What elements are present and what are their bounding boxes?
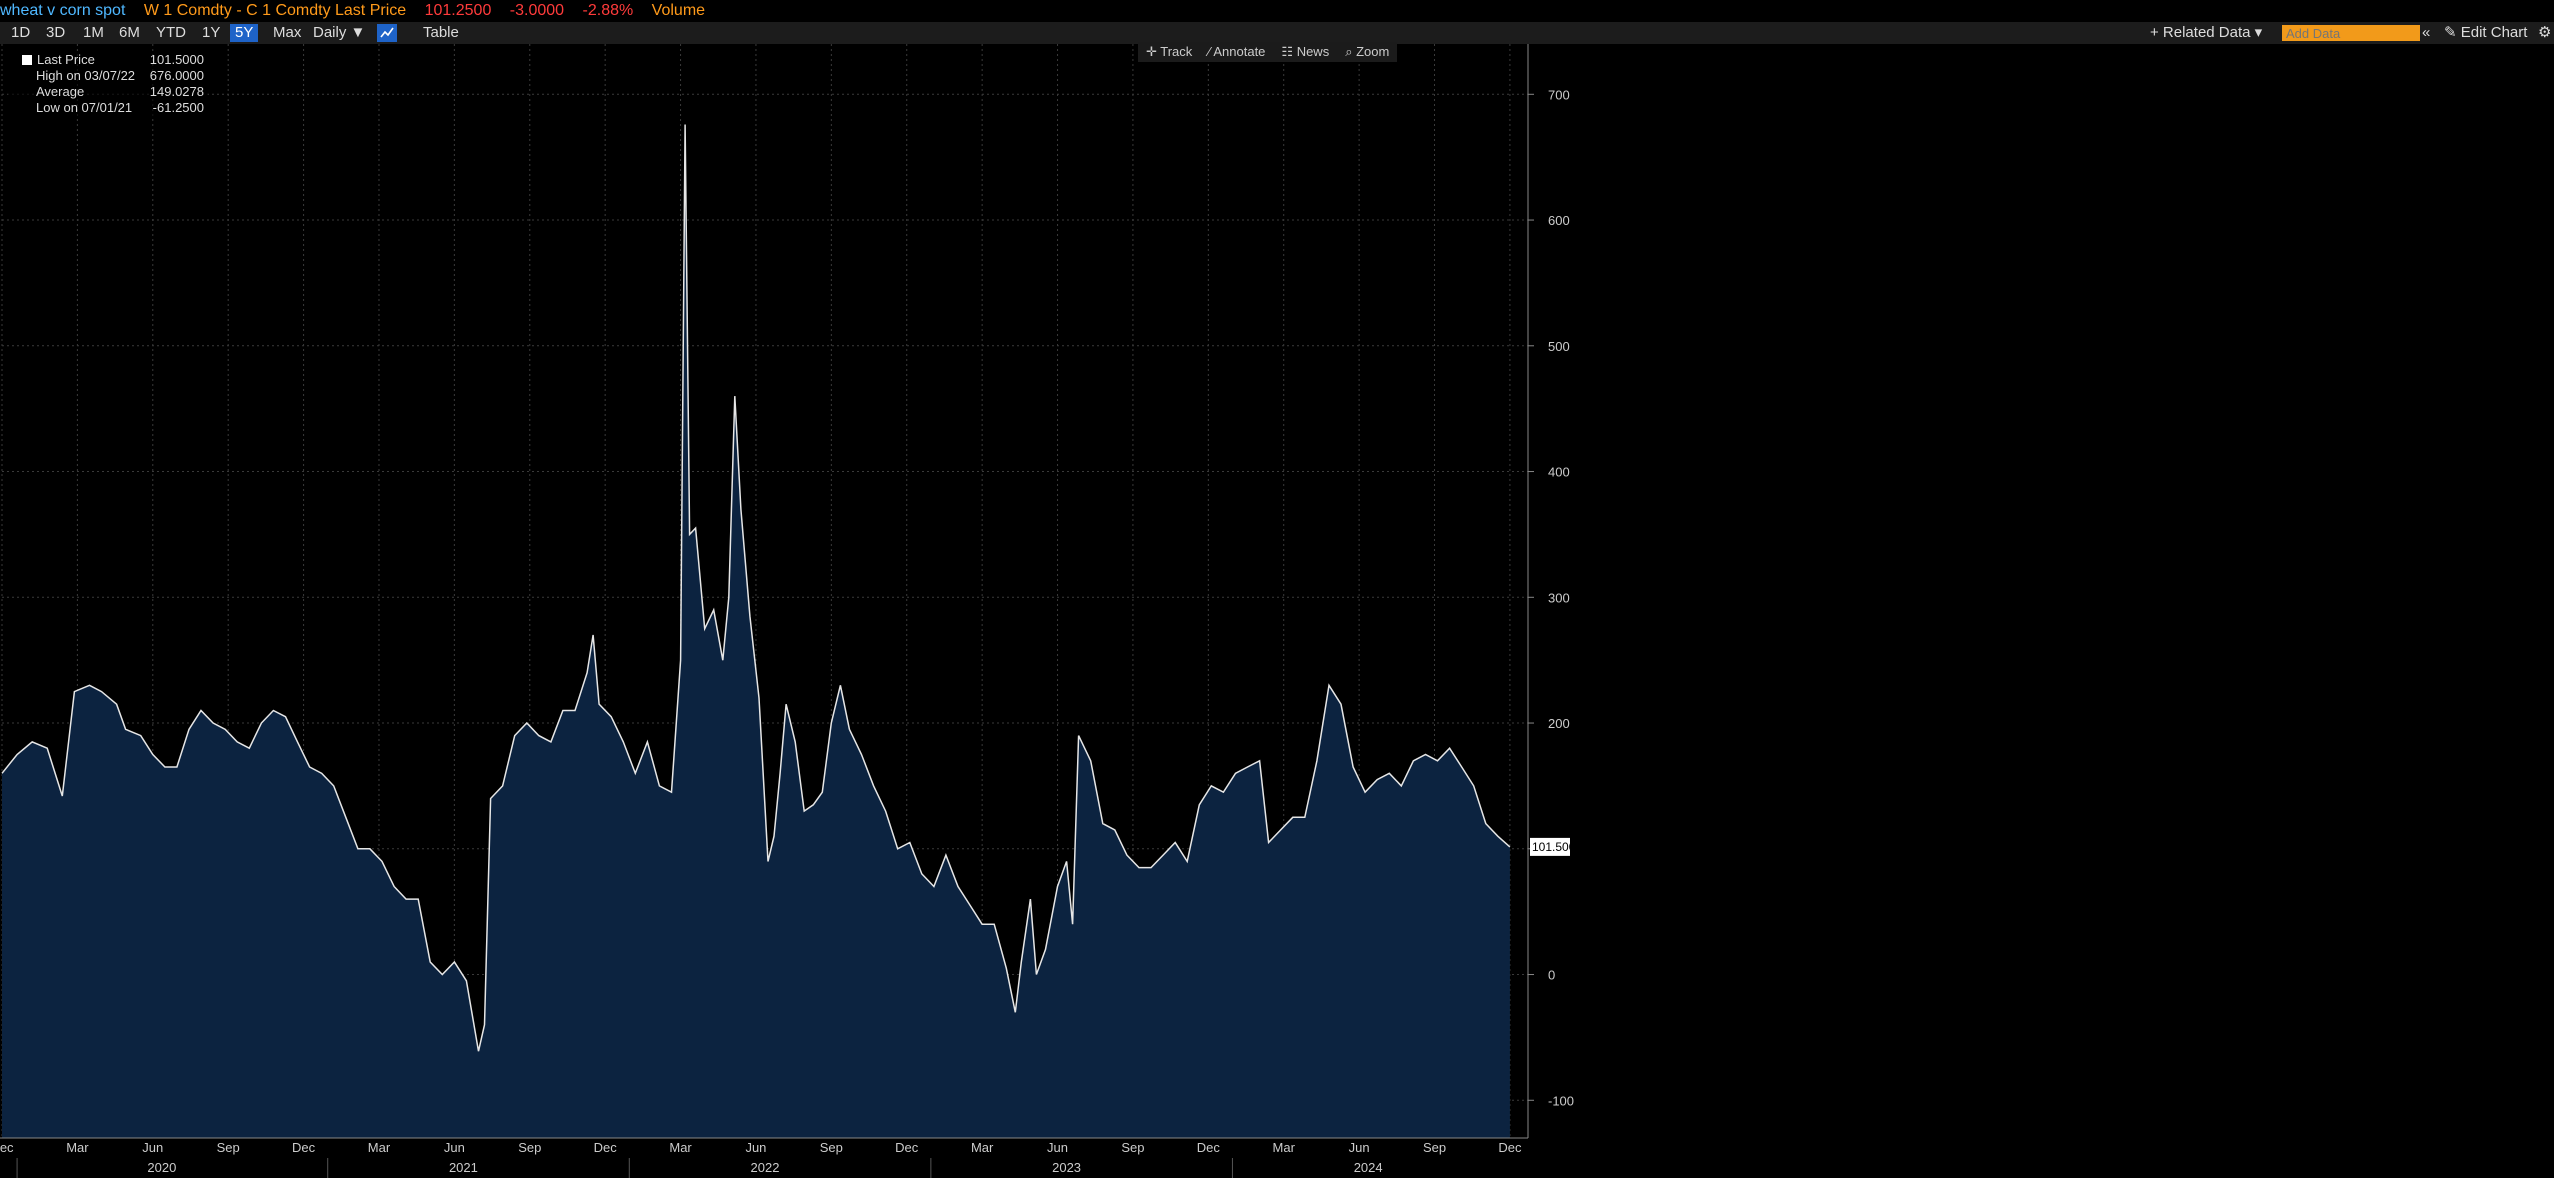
- chart-legend: Last Price 101.5000 High on 03/07/22 676…: [8, 52, 208, 116]
- y-tick-label: 400: [1548, 465, 1570, 480]
- settings-gear-icon[interactable]: ⚙: [2538, 24, 2552, 41]
- net-change: -3.0000: [509, 2, 565, 19]
- y-tick-label: 200: [1548, 716, 1570, 731]
- last-price: 101.2500: [424, 2, 492, 19]
- x-tick-label: Jun: [444, 1140, 465, 1155]
- range-ytd[interactable]: YTD: [156, 24, 186, 41]
- legend-row-average: Average 149.0278: [8, 84, 208, 100]
- legend-row-last[interactable]: Last Price 101.5000: [8, 52, 208, 68]
- x-tick-label: Sep: [518, 1140, 541, 1155]
- x-tick-label: Dec: [0, 1140, 14, 1155]
- price-line: [1, 124, 1511, 1052]
- price-area: [2, 124, 1510, 1138]
- range-3d[interactable]: 3D: [46, 24, 66, 41]
- y-tick-label: 700: [1548, 87, 1570, 102]
- legend-label: High on 03/07/22: [36, 68, 136, 83]
- range-1y[interactable]: 1Y: [202, 24, 221, 41]
- legend-value: -61.2500: [152, 100, 204, 115]
- year-label: 2022: [751, 1160, 780, 1175]
- checkbox-icon[interactable]: [22, 55, 32, 65]
- year-label: 2023: [1052, 1160, 1081, 1175]
- x-axis: Dec Mar Jun Sep Dec Mar Jun Sep Dec Mar Jun Sep Dec M…: [0, 1137, 1528, 1178]
- x-tick-label: Mar: [368, 1140, 391, 1155]
- x-tick-label: Sep: [217, 1140, 240, 1155]
- x-tick-label: Mar: [1273, 1140, 1296, 1155]
- last-value-text: 101.5000: [1532, 840, 1582, 854]
- frequency-select[interactable]: Daily ▼: [313, 24, 366, 41]
- x-tick-label: Sep: [820, 1140, 843, 1155]
- y-tick-label: 300: [1548, 590, 1570, 605]
- legend-label: Low on 07/01/21: [36, 100, 133, 115]
- track-button[interactable]: ✛ Track: [1146, 44, 1193, 59]
- edit-chart-button[interactable]: ✎ Edit Chart: [2444, 24, 2528, 41]
- toolbar: 1D 3D 1M 6M YTD 1Y 5Y Max Daily ▼ Table …: [0, 22, 2554, 44]
- security-label: W 1 Comdty - C 1 Comdty Last Price: [143, 2, 407, 19]
- x-tick-label: Jun: [1047, 1140, 1068, 1155]
- x-tick-label: Dec: [895, 1140, 919, 1155]
- legend-label: Last Price: [37, 52, 95, 67]
- zoom-button[interactable]: ⌕ Zoom: [1345, 44, 1390, 59]
- pct-change: -2.88%: [582, 2, 634, 19]
- related-data-button[interactable]: + Related Data ▾: [2150, 24, 2263, 41]
- x-tick-label: Sep: [1121, 1140, 1144, 1155]
- range-1m[interactable]: 1M: [83, 24, 104, 41]
- chart-tools: ✛ Track ∕ Annotate ☷ News ⌕ Zoom: [1138, 42, 1398, 62]
- x-tick-label: Jun: [745, 1140, 766, 1155]
- x-tick-label: Mar: [971, 1140, 994, 1155]
- x-tick-label: Jun: [142, 1140, 163, 1155]
- x-tick-label: Mar: [669, 1140, 692, 1155]
- range-1d[interactable]: 1D: [11, 24, 31, 41]
- x-tick-label: Jun: [1349, 1140, 1370, 1155]
- table-button[interactable]: Table: [423, 24, 459, 41]
- last-value-box: [1530, 837, 1570, 856]
- x-tick-label: Sep: [1423, 1140, 1446, 1155]
- add-data-input[interactable]: [2282, 25, 2420, 41]
- y-axis: -100 0 200 300 400 500 600 700: [1527, 44, 1574, 1138]
- chart-grid: [1, 44, 1528, 1138]
- y-tick-label: -100: [1548, 1093, 1574, 1108]
- legend-value: 101.5000: [149, 52, 204, 67]
- x-tick-label: Dec: [594, 1140, 618, 1155]
- y-tick-label: 600: [1548, 213, 1570, 228]
- legend-row-low: Low on 07/01/21 -61.2500: [8, 100, 208, 116]
- y-tick-label: 0: [1548, 968, 1555, 983]
- range-max[interactable]: Max: [273, 24, 302, 41]
- legend-value: 149.0278: [149, 84, 204, 99]
- x-tick-label: Dec: [1498, 1140, 1522, 1155]
- title-bar: wheat v corn spot W 1 Comdty - C 1 Comdt…: [0, 0, 2554, 22]
- year-label: 2021: [449, 1160, 478, 1175]
- range-6m[interactable]: 6M: [119, 24, 140, 41]
- last-value-tag: 101.5000: [1530, 837, 1582, 856]
- news-button[interactable]: ☷ News: [1281, 44, 1330, 59]
- chart-type-icon[interactable]: [377, 24, 397, 42]
- legend-label: Average: [36, 84, 85, 99]
- line-chart-icon: [380, 27, 394, 38]
- volume-label[interactable]: Volume: [651, 2, 706, 19]
- x-tick-label: Mar: [66, 1140, 89, 1155]
- x-tick-label: Dec: [1197, 1140, 1221, 1155]
- y-tick-label: 500: [1548, 339, 1570, 354]
- range-5y[interactable]: 5Y: [230, 24, 259, 42]
- year-label: 2024: [1354, 1160, 1383, 1175]
- x-tick-label: Dec: [292, 1140, 316, 1155]
- legend-value: 676.0000: [149, 68, 204, 83]
- annotate-button[interactable]: ∕ Annotate: [1208, 44, 1266, 59]
- legend-row-high: High on 03/07/22 676.0000: [8, 68, 208, 84]
- year-label: 2020: [147, 1160, 176, 1175]
- chart-name[interactable]: wheat v corn spot: [0, 2, 126, 19]
- collapse-icon[interactable]: «: [2422, 24, 2431, 41]
